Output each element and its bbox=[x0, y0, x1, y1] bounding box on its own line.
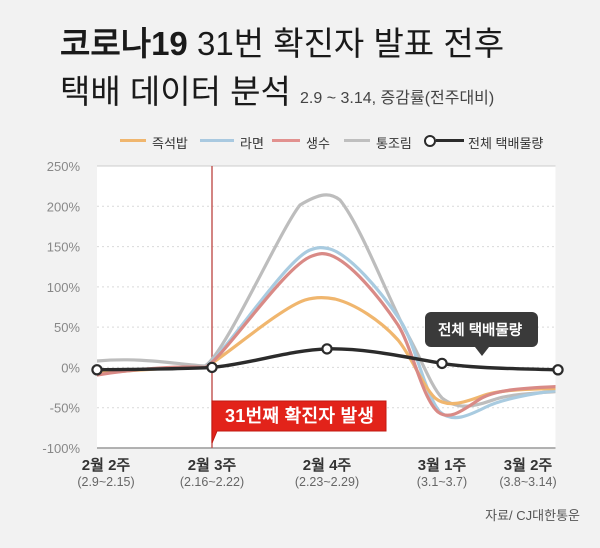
svg-text:-100%: -100% bbox=[42, 441, 80, 456]
svg-text:(2.23~2.29): (2.23~2.29) bbox=[295, 475, 359, 489]
svg-text:31번째 확진자 발생: 31번째 확진자 발생 bbox=[225, 406, 374, 426]
svg-text:(2.16~2.22): (2.16~2.22) bbox=[180, 475, 244, 489]
svg-text:100%: 100% bbox=[47, 280, 81, 295]
svg-text:-50%: -50% bbox=[50, 401, 81, 416]
svg-text:150%: 150% bbox=[47, 240, 81, 255]
svg-text:200%: 200% bbox=[47, 199, 81, 214]
svg-text:2월 3주: 2월 3주 bbox=[188, 457, 237, 474]
svg-text:(3.8~3.14): (3.8~3.14) bbox=[499, 475, 556, 489]
svg-text:0%: 0% bbox=[61, 360, 80, 375]
svg-text:(3.1~3.7): (3.1~3.7) bbox=[417, 475, 467, 489]
svg-text:(2.9~2.15): (2.9~2.15) bbox=[77, 475, 134, 489]
svg-text:2월 2주: 2월 2주 bbox=[82, 457, 131, 474]
svg-text:3월 1주: 3월 1주 bbox=[418, 457, 467, 474]
svg-text:50%: 50% bbox=[54, 320, 80, 335]
svg-text:자료/ CJ대한통운: 자료/ CJ대한통운 bbox=[485, 508, 580, 523]
svg-text:2월 4주: 2월 4주 bbox=[303, 457, 352, 474]
svg-text:3월 2주: 3월 2주 bbox=[504, 457, 553, 474]
svg-text:전체 택배물량: 전체 택배물량 bbox=[438, 321, 523, 339]
svg-text:250%: 250% bbox=[47, 159, 81, 174]
